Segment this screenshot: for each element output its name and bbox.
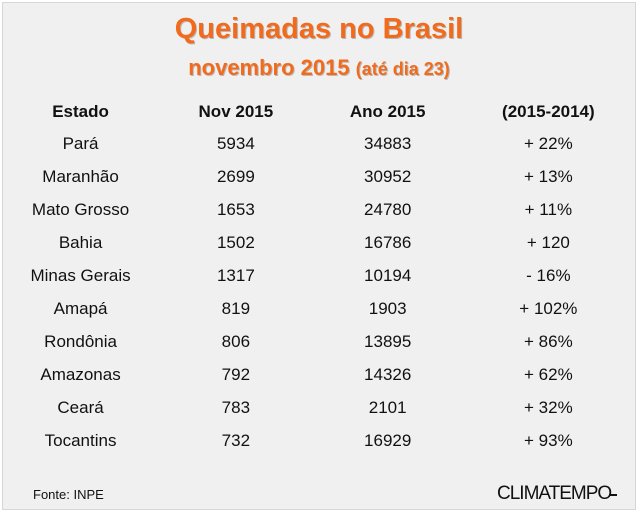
cell-variation: - 16% — [526, 265, 571, 285]
column-header-estado: Estado — [52, 102, 109, 121]
table-row: Tocantins 732 16929 + 93% — [3, 424, 635, 457]
cell-nov-2015: 5934 — [216, 133, 255, 153]
cell-nov-2015: 1653 — [216, 199, 255, 219]
subtitle-main: novembro 2015 — [188, 55, 350, 80]
cell-variation: + 13% — [524, 166, 573, 186]
cell-ano-2015: 10194 — [364, 265, 412, 285]
cell-variation: + 86% — [524, 331, 573, 351]
cell-nov-2015: 792 — [221, 364, 251, 384]
cell-ano-2015: 24780 — [364, 199, 412, 219]
cell-nov-2015: 1502 — [216, 232, 255, 252]
table-row: Amapá 819 1903 + 102% — [3, 292, 635, 325]
chart-card: Queimadas no Brasil novembro 2015 (até d… — [2, 2, 636, 510]
cell-ano-2015: 30952 — [364, 166, 412, 186]
column-header-ano-2015: Ano 2015 — [349, 102, 426, 121]
cell-variation: + 102% — [519, 298, 578, 318]
header-row: Estado Nov 2015 Ano 2015 (2015-2014) — [3, 97, 635, 127]
cell-ano-2015: 14326 — [364, 364, 412, 384]
column-header-nov-2015: Nov 2015 — [198, 102, 274, 121]
cell-nov-2015: 783 — [221, 397, 251, 417]
cell-estado: Rondônia — [44, 331, 117, 351]
cell-variation: + 93% — [524, 430, 573, 450]
cell-estado: Tocantins — [44, 430, 117, 450]
table-row: Mato Grosso 1653 24780 + 11% — [3, 193, 635, 226]
column-header-variation: (2015-2014) — [502, 102, 595, 121]
cell-ano-2015: 1903 — [368, 298, 407, 318]
cell-estado: Minas Gerais — [30, 265, 131, 285]
cell-ano-2015: 2101 — [368, 397, 407, 417]
cell-nov-2015: 819 — [221, 298, 251, 318]
cell-variation: + 11% — [524, 199, 573, 219]
cell-variation: + 22% — [524, 133, 573, 153]
cell-ano-2015: 16786 — [364, 232, 412, 252]
cell-variation: + 62% — [524, 364, 573, 384]
cell-nov-2015: 1317 — [216, 265, 255, 285]
brand-logo-mark — [609, 494, 617, 496]
chart-title: Queimadas no Brasil — [174, 13, 464, 45]
cell-ano-2015: 13895 — [364, 331, 412, 351]
data-table: Estado Nov 2015 Ano 2015 (2015-2014) Par… — [3, 97, 635, 457]
brand-logo: CLIMATEMPO — [497, 483, 612, 504]
cell-estado: Pará — [62, 133, 99, 153]
table-row: Ceará 783 2101 + 32% — [3, 391, 635, 424]
cell-ano-2015: 16929 — [364, 430, 412, 450]
cell-nov-2015: 732 — [221, 430, 251, 450]
cell-estado: Maranhão — [42, 166, 119, 186]
table-row: Rondônia 806 13895 + 86% — [3, 325, 635, 358]
table-row: Bahia 1502 16786 + 120 — [3, 226, 635, 259]
cell-estado: Bahia — [58, 232, 103, 252]
chart-subtitle: novembro 2015 (até dia 23) — [3, 55, 635, 81]
cell-variation: + 32% — [524, 397, 573, 417]
table-row: Pará 5934 34883 + 22% — [3, 127, 635, 160]
table-row: Minas Gerais 1317 10194 - 16% — [3, 259, 635, 292]
cell-ano-2015: 34883 — [364, 133, 412, 153]
cell-nov-2015: 2699 — [216, 166, 255, 186]
subtitle-note: (até dia 23) — [355, 59, 450, 79]
source-note: Fonte: INPE — [33, 487, 104, 502]
cell-estado: Ceará — [57, 397, 104, 417]
table-row: Maranhão 2699 30952 + 13% — [3, 160, 635, 193]
cell-nov-2015: 806 — [221, 331, 251, 351]
cell-estado: Mato Grosso — [31, 199, 130, 219]
cell-variation: + 120 — [526, 232, 570, 252]
cell-estado: Amazonas — [40, 364, 121, 384]
cell-estado: Amapá — [53, 298, 108, 318]
table-row: Amazonas 792 14326 + 62% — [3, 358, 635, 391]
